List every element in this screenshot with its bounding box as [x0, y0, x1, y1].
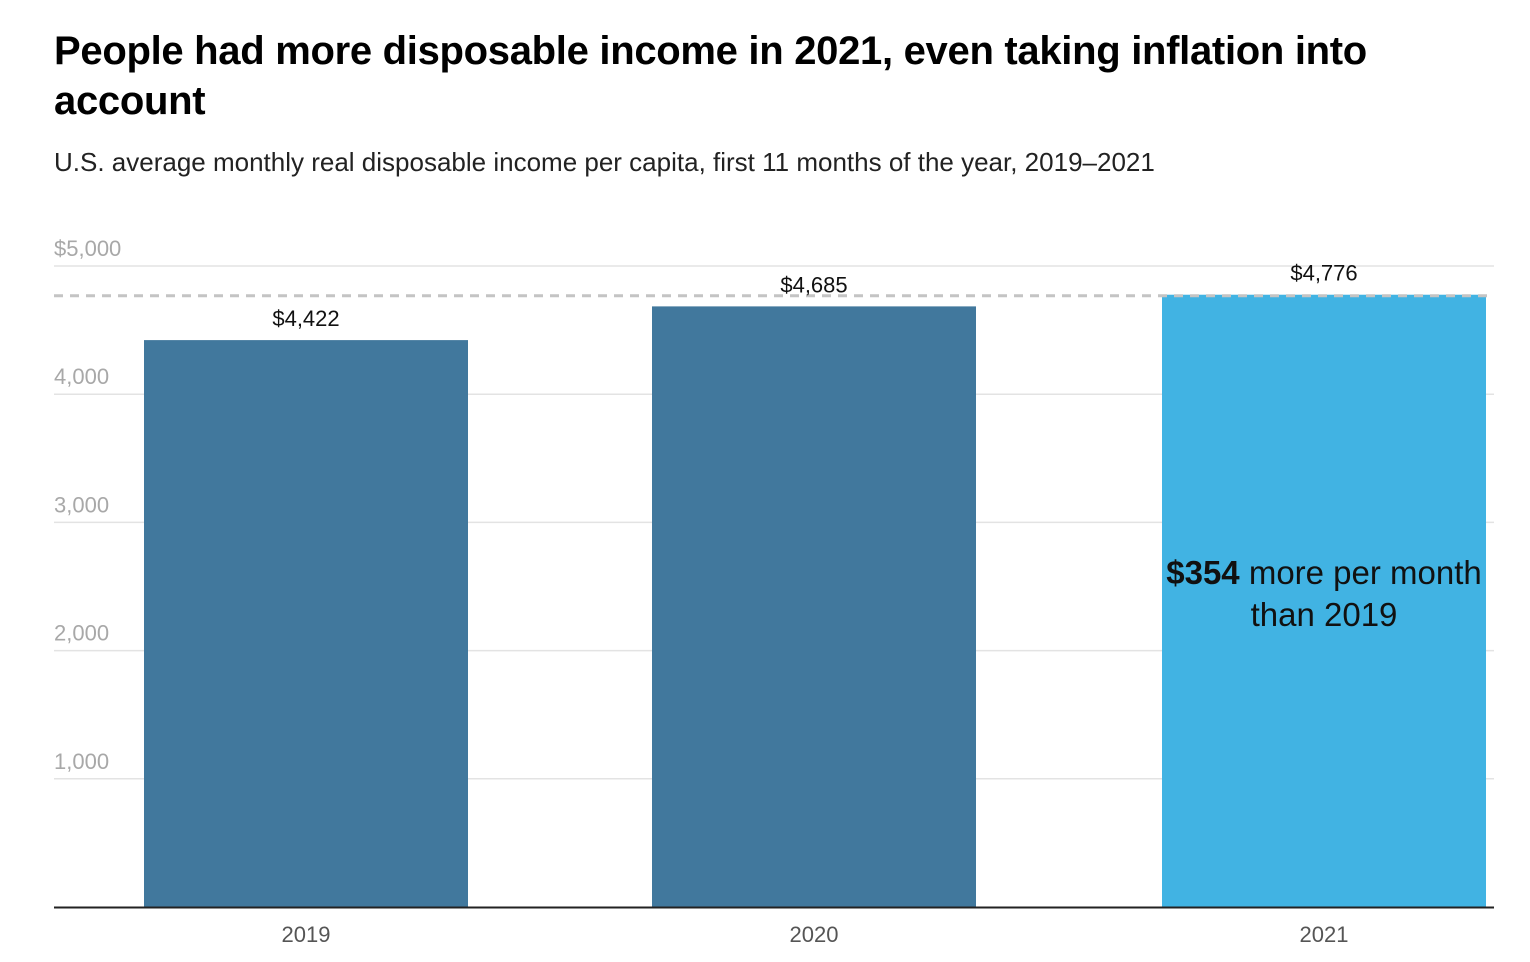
value-label-2020: $4,685	[780, 272, 847, 297]
y-tick-label-2000: 2,000	[54, 621, 109, 646]
bars	[144, 294, 1486, 907]
y-tick-label-5000: $5,000	[54, 236, 121, 261]
x-tick-label-2019: 2019	[282, 922, 331, 947]
difference-text: more per month than 2019	[1239, 554, 1482, 633]
value-label-2021: $4,776	[1290, 261, 1357, 286]
difference-annotation: $354 more per month than 2019	[1162, 552, 1486, 636]
difference-amount: $354	[1166, 554, 1240, 591]
y-tick-label-3000: 3,000	[54, 492, 109, 517]
x-tick-label-2021: 2021	[1300, 922, 1349, 947]
y-tick-label-4000: 4,000	[54, 364, 109, 389]
labels: 1,000 2,000 3,000 4,000 $5,000 $4,422 2019 $4,6…	[54, 236, 1358, 947]
chart-subtitle: U.S. average monthly real disposable inc…	[54, 147, 1155, 177]
x-tick-label-2020: 2020	[790, 922, 839, 947]
y-tick-label-1000: 1,000	[54, 749, 109, 774]
bar-2020	[652, 306, 976, 907]
bar-2019	[144, 340, 468, 907]
value-label-2019: $4,422	[272, 306, 339, 331]
bar-2021	[1162, 294, 1486, 907]
chart-title: People had more disposable income in 202…	[54, 29, 1367, 123]
